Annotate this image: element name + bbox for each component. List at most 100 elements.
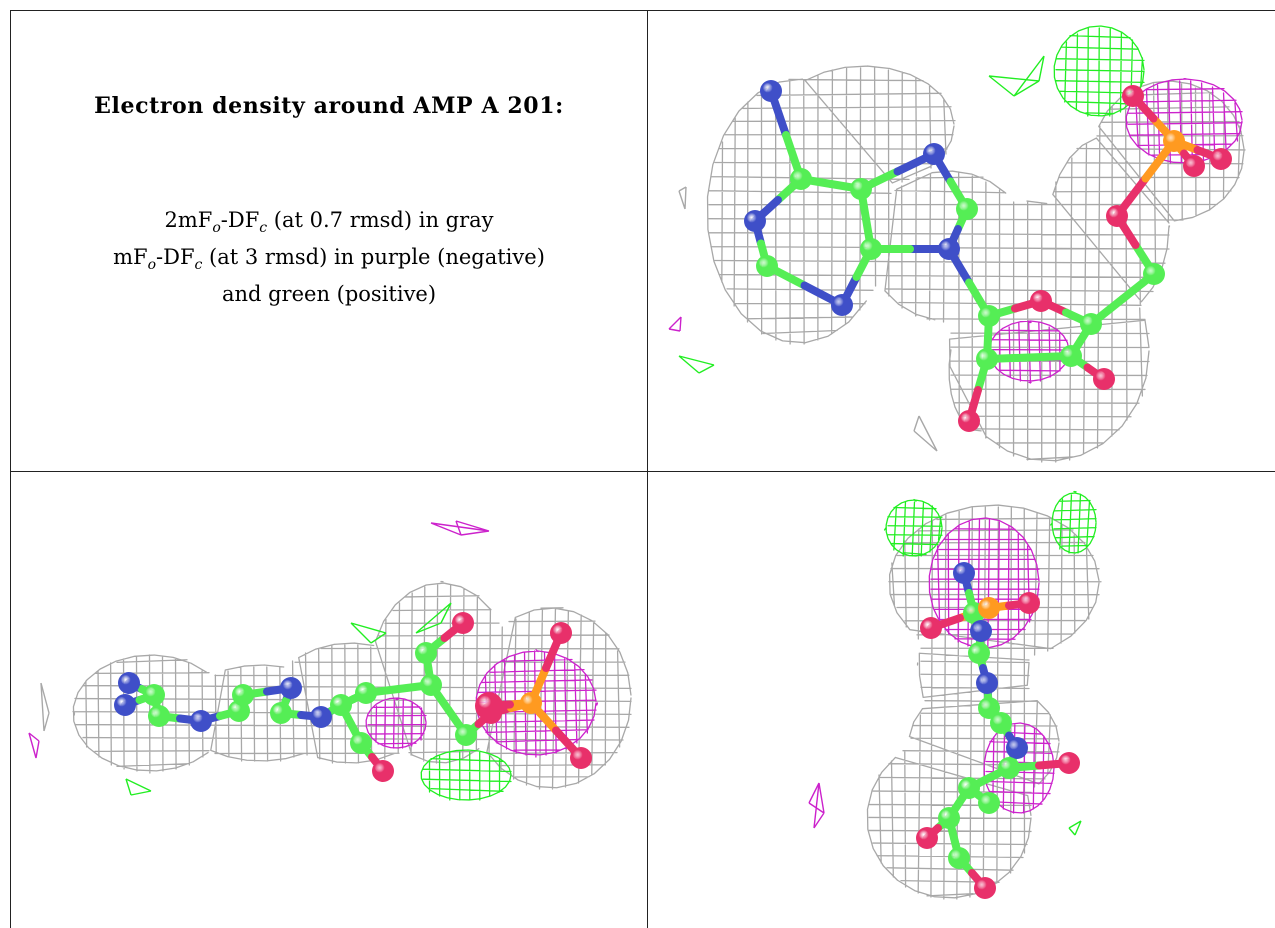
atom [270,702,292,724]
atom [990,712,1012,734]
atom [232,684,254,706]
atom [948,847,970,869]
density-mesh-positive [1068,820,1082,836]
density-mesh-positive [350,622,387,644]
atom [978,305,1000,327]
atom [978,697,1000,719]
atom [850,178,872,200]
atom [938,238,960,260]
atom [1030,290,1052,312]
density-mesh-positive [988,55,1045,97]
atom [760,80,782,102]
view-bottom-left [11,473,647,928]
atom [953,562,975,584]
atom [114,694,136,716]
caption-text: 2mF [164,208,213,232]
atom [831,294,853,316]
density-mesh-positive [420,749,512,801]
atom [475,692,503,720]
atom [860,238,882,260]
density-mesh-negative [28,732,40,759]
atom [1210,148,1232,170]
atom [978,792,1000,814]
atom [978,597,1000,619]
density-mesh-positive [1050,490,1097,554]
atom [1018,592,1040,614]
atom [958,410,980,432]
caption-text: (at 3 rmsd) in purple (negative) [202,245,545,269]
caption-line-2fofc: 2mFo-DFc (at 0.7 rmsd) in gray [11,208,647,236]
density-mesh-2fofc [40,682,50,732]
atom [310,706,332,728]
caption-subscript: o [147,257,157,274]
atom [148,705,170,727]
caption-line-positive: and green (positive) [221,282,437,306]
atom [974,877,996,899]
atom [956,198,978,220]
atom [452,612,474,634]
density-view-edge-vertical [808,490,1102,900]
atom [1106,205,1128,227]
atom [958,777,980,799]
atom [1143,263,1165,285]
border-middle-vertical [647,10,648,928]
atom [355,682,377,704]
caption-line-fofc: mFo-DFc (at 3 rmsd) in purple (negative) [11,245,647,273]
atom [1060,345,1082,367]
atom [520,692,542,714]
atom [916,827,938,849]
atom [415,642,437,664]
caption-text: -DF [220,208,260,232]
atom [998,757,1020,779]
atom [330,694,352,716]
density-mesh-negative [808,782,825,829]
border-top [10,10,1275,11]
border-left [10,10,11,928]
atom [550,622,572,644]
density-mesh-positive [125,778,152,796]
atom [570,747,592,769]
atom [118,672,140,694]
caption-subscript: c [259,220,268,237]
view-top-right [649,11,1275,471]
atom [372,760,394,782]
density-mesh-2fofc [678,186,687,210]
atom [1080,313,1102,335]
density-mesh-negative [430,520,490,536]
density-mesh-positive [883,498,943,557]
atom [280,677,302,699]
atom [1006,737,1028,759]
caption-text: mF [113,245,148,269]
atom [756,255,778,277]
atom [790,168,812,190]
atom [938,807,960,829]
density-mesh-negative [365,697,427,749]
atom [968,642,990,664]
atom [923,143,945,165]
atom [970,620,992,642]
atom [143,684,165,706]
atom [455,724,477,746]
caption-panel: Electron density around AMP A 201: 2mFo-… [11,11,647,471]
atom [420,674,442,696]
atom [920,617,942,639]
atom [976,672,998,694]
density-view-face-on [668,25,1246,463]
caption-subscript: c [194,257,203,274]
density-mesh-positive [415,602,452,634]
caption-subscript: o [212,220,221,237]
density-view-edge-horizontal [28,520,632,801]
atom [976,348,998,370]
atom [1122,85,1144,107]
atom [1183,155,1205,177]
density-mesh-negative [988,320,1072,384]
caption-text: -DF [156,245,195,269]
density-mesh-negative [668,316,682,332]
caption-title: Electron density around AMP A 201: [94,93,564,119]
density-mesh-2fofc [913,415,938,452]
border-middle-horizontal [10,471,1275,472]
density-mesh-positive [678,355,715,374]
atom [1093,368,1115,390]
atom [350,732,372,754]
